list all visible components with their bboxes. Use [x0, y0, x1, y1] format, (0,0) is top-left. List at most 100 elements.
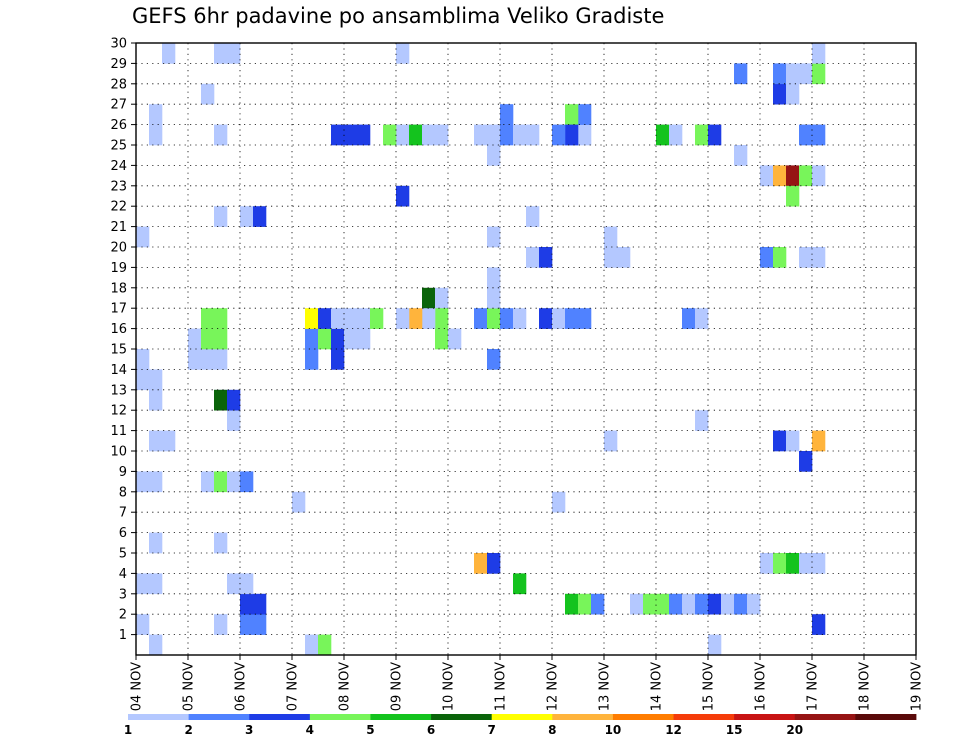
heatmap-cell	[578, 308, 592, 329]
heatmap-cell	[682, 308, 696, 329]
heatmap-cell	[149, 104, 163, 125]
y-tick-label: 17	[110, 302, 127, 317]
heatmap-cell	[344, 308, 358, 329]
legend-label: 6	[427, 723, 435, 737]
heatmap-cell	[604, 226, 618, 248]
heatmap-cell	[149, 389, 163, 411]
heatmap-cell	[500, 104, 514, 125]
heatmap-cell	[240, 593, 254, 615]
y-tick-label: 12	[110, 404, 127, 419]
heatmap-cell	[812, 124, 826, 146]
heatmap-cell	[799, 451, 813, 472]
legend-swatch	[249, 714, 311, 720]
color-legend: 1 2 3 4 5 6 7 8 10 12 15 20	[124, 714, 917, 737]
y-tick-label: 22	[110, 200, 127, 215]
legend-label: 1	[124, 723, 132, 737]
x-tick-label: 12 NOV	[546, 662, 561, 711]
heatmap-cell	[799, 247, 813, 268]
heatmap-cell	[487, 145, 501, 166]
heatmap-cell	[669, 124, 683, 146]
heatmap-cell	[331, 308, 345, 329]
y-tick-label: 16	[110, 322, 127, 337]
heatmap-cell	[734, 145, 748, 166]
y-tick-label: 4	[119, 567, 127, 582]
heatmap-cell	[305, 308, 319, 329]
heatmap-cell	[760, 247, 774, 268]
heatmap-cell	[812, 553, 826, 574]
y-tick-label: 9	[119, 465, 127, 480]
heatmap-cell	[578, 104, 592, 125]
legend-label: 5	[366, 723, 374, 737]
heatmap-cell	[188, 349, 202, 370]
heatmap-cell	[760, 165, 774, 187]
heatmap-cell	[773, 83, 787, 105]
heatmap-cell	[318, 634, 332, 656]
heatmap-cell	[162, 43, 176, 64]
legend-label: 7	[488, 723, 496, 737]
heatmap-cell	[565, 124, 579, 146]
heatmap-cell	[396, 124, 410, 146]
y-tick-label: 23	[110, 179, 127, 194]
heatmap-cell	[149, 532, 163, 554]
heatmap-cell	[240, 471, 254, 493]
heatmap-cell	[149, 369, 163, 391]
heatmap-cell	[773, 247, 787, 268]
y-tick-label: 24	[110, 159, 127, 174]
y-tick-label: 14	[110, 363, 127, 378]
heatmap-cell	[786, 83, 800, 105]
heatmap-cell	[786, 165, 800, 187]
y-axis: 1234567891011121314151617181920212223242…	[110, 37, 136, 643]
legend-label: 8	[548, 723, 556, 737]
heatmap-cell	[552, 124, 566, 146]
heatmap-cell	[136, 573, 150, 595]
heatmap-cell	[708, 634, 722, 656]
x-tick-label: 07 NOV	[286, 662, 301, 711]
heatmap-cell	[136, 349, 150, 370]
legend-swatch	[552, 714, 614, 720]
heatmap-cell	[422, 124, 436, 146]
x-tick-label: 08 NOV	[338, 662, 353, 711]
heatmap-cell	[565, 593, 579, 615]
heatmap-cell	[760, 553, 774, 574]
x-tick-label: 13 NOV	[598, 662, 613, 711]
heatmap-cell	[773, 553, 787, 574]
heatmap-cell	[578, 593, 592, 615]
heatmap-cell	[201, 471, 215, 493]
heatmap-cell	[331, 124, 345, 146]
heatmap-cell	[136, 471, 150, 493]
heatmap-cell	[786, 430, 800, 452]
x-tick-label: 09 NOV	[390, 662, 405, 711]
y-tick-label: 19	[110, 261, 127, 276]
heatmap-cell	[201, 328, 215, 350]
heatmap-cell	[526, 247, 540, 268]
heatmap-cell	[734, 593, 748, 615]
heatmap-cell	[201, 308, 215, 329]
heatmap-cell	[357, 124, 371, 146]
heatmap-cell	[409, 124, 423, 146]
heatmap-cell	[474, 553, 488, 574]
heatmap-cell	[149, 124, 163, 146]
y-tick-label: 3	[119, 587, 127, 602]
heatmap-cell	[721, 593, 735, 615]
heatmap-cell	[682, 593, 696, 615]
legend-label: 15	[726, 723, 743, 737]
heatmap-cell	[357, 308, 371, 329]
heatmap-cell	[422, 308, 436, 329]
heatmap-cell	[331, 349, 345, 370]
heatmap-cell	[500, 124, 514, 146]
heatmap-cell	[747, 593, 761, 615]
y-tick-label: 18	[110, 281, 127, 296]
legend-swatch	[794, 714, 856, 720]
heatmap-cell	[292, 491, 306, 513]
heatmap-cell	[188, 328, 202, 350]
heatmap-cell	[526, 206, 540, 227]
heatmap-cell	[617, 247, 631, 268]
heatmap-cell	[513, 124, 527, 146]
heatmap-cell	[773, 63, 787, 85]
heatmap-cell	[318, 308, 332, 329]
y-tick-label: 25	[110, 139, 127, 154]
heatmap-cell	[136, 369, 150, 391]
x-tick-label: 11 NOV	[494, 662, 509, 711]
heatmap-cell	[448, 328, 462, 350]
